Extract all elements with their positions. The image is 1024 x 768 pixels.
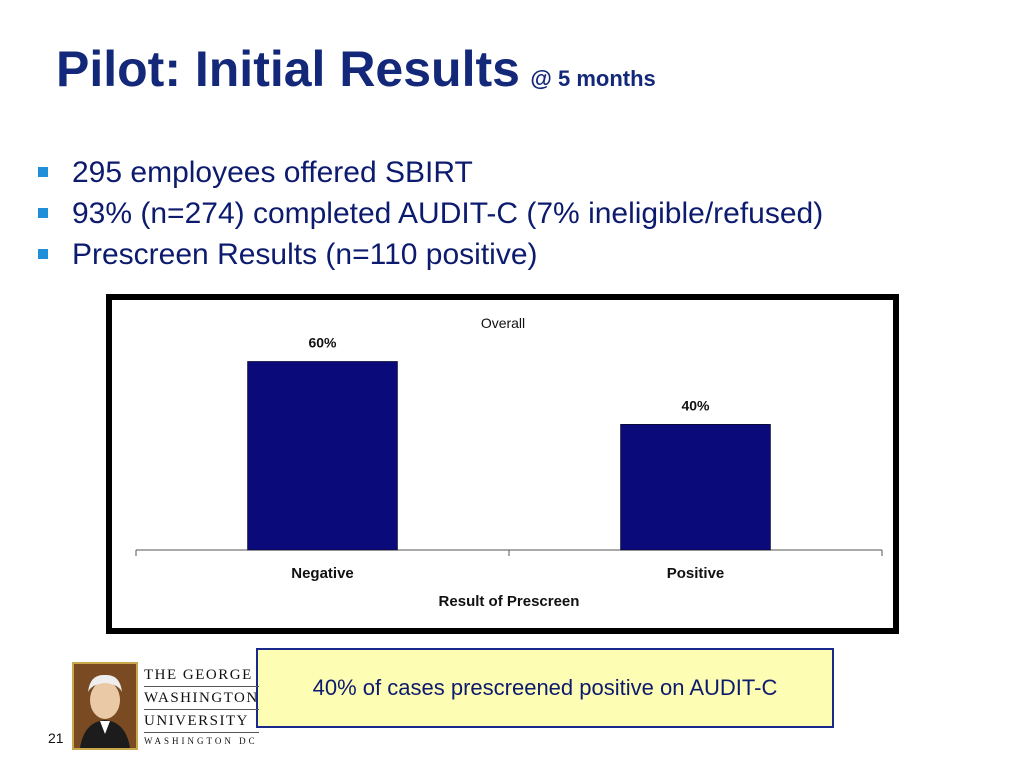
university-logo: THE GEORGE WASHINGTON UNIVERSITY WASHING… [72,662,259,750]
bars-layer: 60% Negative 40% Positive [135,334,883,582]
chart-frame: Overall 60% Negative 40% Positive Result of… [106,294,899,634]
bullet-item: Prescreen Results (n=110 positive) [38,234,823,275]
logo-line: UNIVERSITY [144,710,259,733]
square-bullet-icon [38,208,48,218]
callout-text: 40% of cases prescreened positive on AUD… [312,675,778,700]
bullet-text: 295 employees offered SBIRT [72,156,473,189]
x-axis-title: Result of Prescreen [439,593,580,610]
slide-title-suffix: @ 5 months [530,66,656,91]
square-bullet-icon [38,167,48,177]
logo-line: THE GEORGE [144,664,259,687]
bullet-list: 295 employees offered SBIRT 93% (n=274) … [38,152,823,275]
x-tick-label: Negative [291,565,354,582]
logo-line: WASHINGTON DC [144,736,258,746]
bullet-text: Prescreen Results (n=110 positive) [72,238,538,271]
logo-wordmark: THE GEORGE WASHINGTON UNIVERSITY WASHING… [144,664,259,749]
page-number: 21 [48,730,64,746]
bar-positive [620,424,771,551]
slide-title: Pilot: Initial Results @ 5 months [56,40,656,98]
bullet-item: 295 employees offered SBIRT [38,152,823,193]
bar-negative [247,361,398,551]
bullet-text: 93% (n=274) completed AUDIT-C (7% inelig… [72,197,824,230]
chart-title: Overall [481,315,525,331]
slide-title-main: Pilot: Initial Results [56,41,520,97]
bullet-item: 93% (n=274) completed AUDIT-C (7% inelig… [38,193,823,234]
george-washington-portrait-icon [72,662,138,750]
callout-box: 40% of cases prescreened positive on AUD… [256,648,834,728]
square-bullet-icon [38,249,48,259]
bar-chart: Overall 60% Negative 40% Positive Result of… [135,315,883,610]
logo-line: WASHINGTON [144,687,259,710]
data-label: 40% [681,397,710,413]
x-tick-label: Positive [667,565,725,582]
data-label: 60% [308,334,337,350]
